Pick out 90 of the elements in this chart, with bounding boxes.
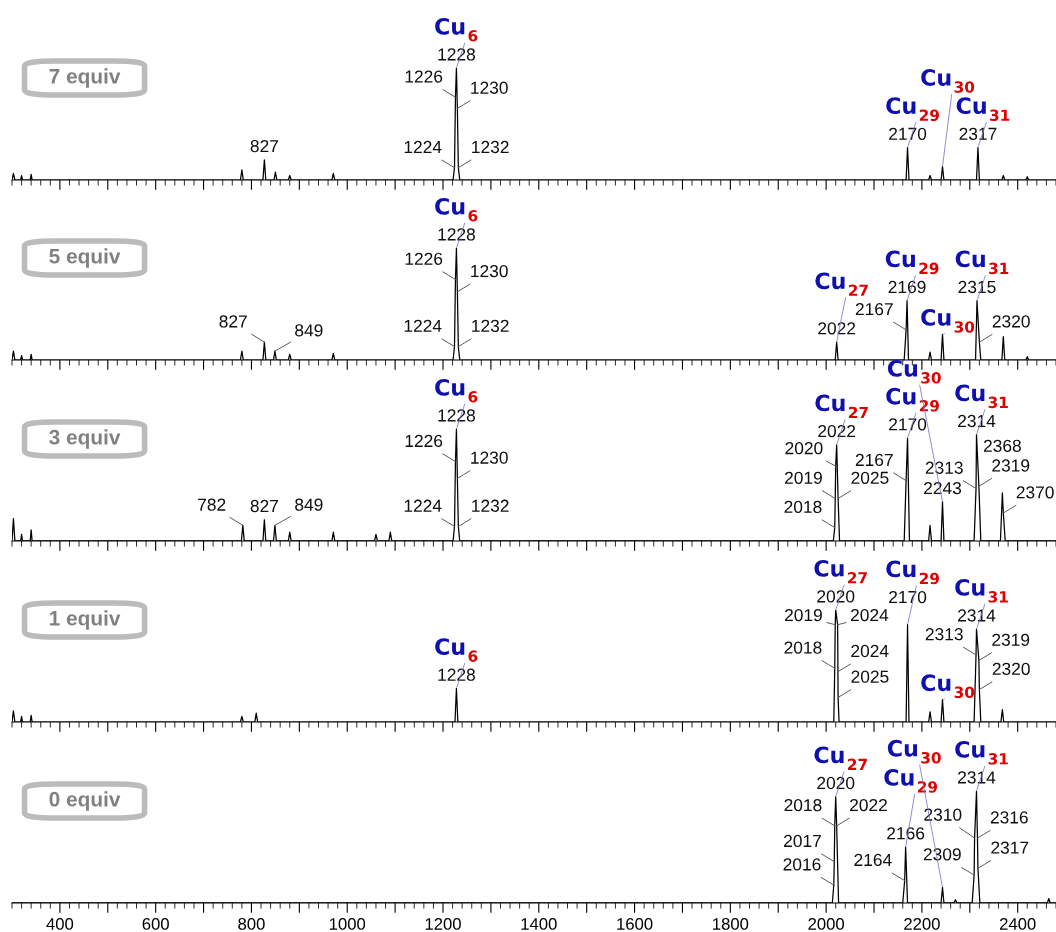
annotation: 2022 xyxy=(850,798,887,812)
annotation: Cu29 xyxy=(884,769,938,793)
annotation: 2019 xyxy=(784,608,822,622)
x-tick-label: 1600 xyxy=(617,918,653,930)
annotation: 2018 xyxy=(784,798,822,812)
x-tick-label: 2400 xyxy=(999,918,1036,930)
annotation: 1224 xyxy=(404,499,442,512)
annotation: 2320 xyxy=(992,315,1030,328)
chart-title: 5 equiv xyxy=(49,248,121,268)
annotation: 1230 xyxy=(471,451,508,464)
x-tick-label: 1200 xyxy=(425,918,461,930)
annotation: 2170 xyxy=(889,127,927,140)
annotation: 2243 xyxy=(924,481,962,495)
annotation: 1230 xyxy=(471,81,508,94)
annotation: 827 xyxy=(250,499,278,513)
annotation: 1228 xyxy=(438,228,475,241)
annotation: 2024 xyxy=(851,608,889,622)
annotation: 2309 xyxy=(923,848,961,861)
annotation: 1230 xyxy=(471,264,508,278)
annotation: 2022 xyxy=(818,424,856,438)
x-tick-label: 400 xyxy=(46,918,74,930)
annotation: 2314 xyxy=(958,771,996,784)
annotation: Cu29 xyxy=(885,250,939,275)
annotation: 2319 xyxy=(992,633,1030,646)
x-tick-label: 2200 xyxy=(904,918,940,930)
chart-title: 7 equiv xyxy=(49,68,121,88)
annotation: 2310 xyxy=(924,808,962,821)
annotation: 2020 xyxy=(817,590,855,603)
x-tick-label: 1400 xyxy=(521,918,557,930)
annotation: 1224 xyxy=(404,319,442,332)
annotation: 2017 xyxy=(784,834,821,848)
annotation: 827 xyxy=(219,315,247,328)
annotation: 2320 xyxy=(992,662,1030,676)
annotation: 1228 xyxy=(438,409,475,422)
annotation: 1232 xyxy=(472,319,509,333)
annotation: Cu29 xyxy=(886,97,939,121)
annotation: 2319 xyxy=(992,459,1030,472)
annotation: 849 xyxy=(295,498,323,511)
chart-title: 3 equiv xyxy=(49,429,121,449)
annotation: 1228 xyxy=(438,668,475,681)
annotation: 1226 xyxy=(405,70,443,83)
annotation: Cu27 xyxy=(814,559,867,584)
annotation: 2166 xyxy=(887,827,925,840)
annotation: 2315 xyxy=(958,280,996,294)
annotation: 2018 xyxy=(784,500,822,514)
annotation: Cu29 xyxy=(886,387,939,412)
annotation: Cu27 xyxy=(814,746,867,770)
annotation: 2018 xyxy=(784,641,822,654)
annotation: Cu29 xyxy=(886,560,939,585)
annotation: 2169 xyxy=(888,280,926,294)
annotation: 2313 xyxy=(925,461,963,474)
x-tick-label: 600 xyxy=(142,918,169,930)
annotation: 2020 xyxy=(785,442,823,455)
chart-title: 0 equiv xyxy=(49,791,121,811)
x-tick-label: 1000 xyxy=(329,918,366,930)
annotation: 2370 xyxy=(1016,486,1054,499)
annotation: 2020 xyxy=(817,776,855,790)
chart-title: 1 equiv xyxy=(49,610,121,630)
annotation: 2025 xyxy=(851,670,889,683)
annotation: 2170 xyxy=(889,418,927,431)
annotation: 2314 xyxy=(958,609,996,622)
annotation: 827 xyxy=(250,139,278,153)
annotation: 2167 xyxy=(855,453,893,467)
annotation: 1226 xyxy=(405,434,443,448)
annotation: 1232 xyxy=(472,499,509,512)
annotation: 2317 xyxy=(991,841,1029,854)
annotation: 2316 xyxy=(990,811,1028,824)
x-tick-label: 1800 xyxy=(713,918,749,930)
annotation: 782 xyxy=(198,498,226,511)
annotation: 2314 xyxy=(958,414,996,428)
annotation: 2019 xyxy=(784,471,822,484)
annotation: 1232 xyxy=(472,140,509,154)
annotation: 2164 xyxy=(854,853,892,867)
annotation: 1224 xyxy=(404,140,442,153)
annotation: Cu27 xyxy=(815,272,868,296)
annotation: Cu27 xyxy=(815,394,868,419)
annotation: 2022 xyxy=(818,322,856,335)
annotation: 2025 xyxy=(851,471,889,484)
annotation: 2313 xyxy=(925,628,963,641)
annotation: 2317 xyxy=(959,127,997,140)
annotation: 2368 xyxy=(983,439,1021,452)
annotation: 2170 xyxy=(889,590,927,604)
annotation: 1228 xyxy=(438,48,475,61)
x-tick-label: 800 xyxy=(238,918,265,930)
annotation: 2167 xyxy=(855,302,893,316)
annotation: 2024 xyxy=(851,644,889,658)
annotation: 849 xyxy=(295,324,323,337)
x-tick-label: 2000 xyxy=(808,918,845,930)
annotation: 1226 xyxy=(405,252,443,265)
annotation: 2016 xyxy=(783,858,821,871)
